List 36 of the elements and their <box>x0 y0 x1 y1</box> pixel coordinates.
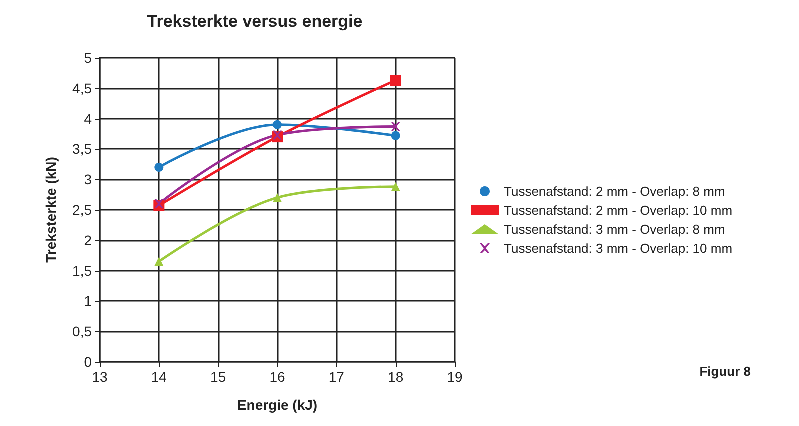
point <box>273 193 282 202</box>
y-axis-title: Treksterkte (kN) <box>43 157 59 263</box>
y-tick-label: 5 <box>84 50 92 66</box>
text: Figuur 8 <box>700 364 752 379</box>
point <box>273 130 282 140</box>
point <box>154 162 164 172</box>
legend-label: Tussenafstand: 2 mm - Overlap: 10 mm <box>504 203 733 218</box>
y-tick-label: 4 <box>84 110 92 127</box>
y-tick-label: 0 <box>84 354 92 370</box>
x-tick-label: 14 <box>151 369 168 385</box>
y-tick-label: 4,5 <box>72 80 92 96</box>
chart-title: Treksterkte versus energie <box>147 12 363 31</box>
x-tick-label: 16 <box>270 369 286 385</box>
y-tick-label: 3 <box>84 172 92 188</box>
point <box>391 131 400 140</box>
x-tick-label: 18 <box>388 369 404 385</box>
legend-label: Tussenafstand: 3 mm - Overlap: 10 mm <box>504 241 733 256</box>
x-axis-title: Energie (kJ) <box>237 397 318 413</box>
y-tick-label: 3,5 <box>72 141 92 158</box>
y-tick-label: 1,5 <box>72 262 92 279</box>
x-tick-label: 17 <box>328 369 345 385</box>
y-tick-label: 1 <box>84 293 92 310</box>
point <box>154 257 164 266</box>
point <box>273 120 282 130</box>
y-tick-label: 0,5 <box>72 324 92 340</box>
x-tick-label: 15 <box>210 369 226 385</box>
legend-label: Tussenafstand: 2 mm - Overlap: 8 mm <box>504 184 726 199</box>
point <box>154 199 164 208</box>
y-tick-label: 2,5 <box>72 202 92 218</box>
legend-label: Tussenafstand: 3 mm - Overlap: 8 mm <box>504 222 726 237</box>
x-tick-label: 13 <box>92 369 108 385</box>
x-tick-label: 19 <box>447 369 463 385</box>
point <box>391 122 400 132</box>
y-tick-label: 2 <box>84 232 92 248</box>
point <box>390 74 402 86</box>
point <box>391 182 400 192</box>
